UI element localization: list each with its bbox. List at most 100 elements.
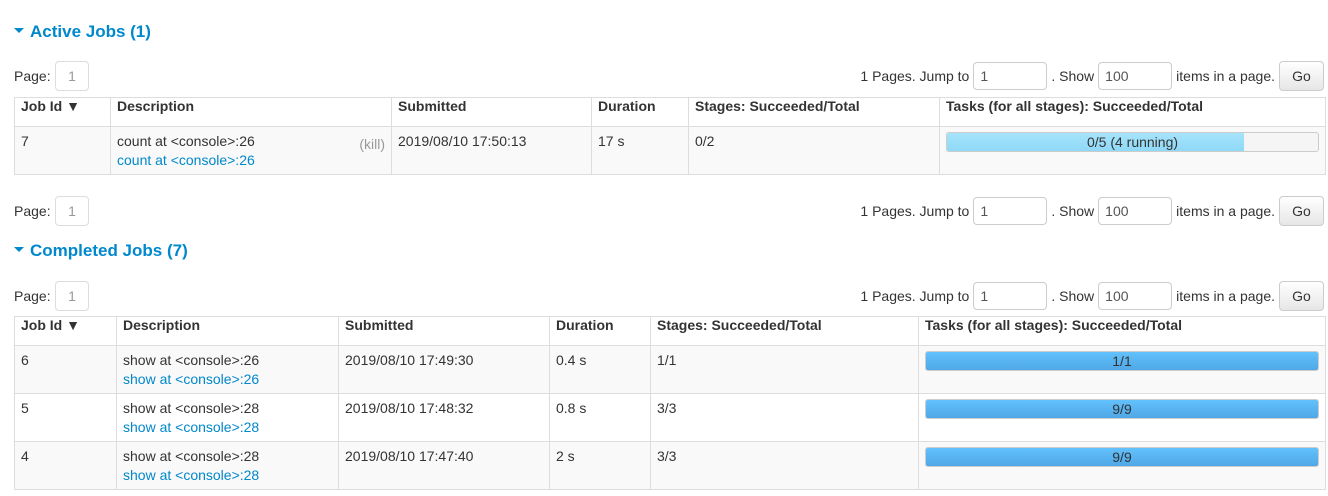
job-id: 6 bbox=[14, 345, 117, 394]
tasks-cell: 9/9 bbox=[918, 393, 1326, 442]
submitted-time: 2019/08/10 17:49:30 bbox=[338, 345, 550, 394]
page-controls: 1 Pages. Jump to . Show items in a page.… bbox=[860, 196, 1324, 226]
column-header[interactable]: Submitted bbox=[391, 97, 592, 127]
header-row: Job Id ▼ Description Submitted Duration Stag… bbox=[14, 316, 1326, 346]
stages-count: 3/3 bbox=[650, 441, 919, 490]
page-label: Page: bbox=[14, 288, 51, 304]
completed-jobs-table: Job Id ▼ Description Submitted Duration Stag… bbox=[14, 316, 1326, 490]
pages-text: 1 Pages. Jump to bbox=[860, 68, 970, 84]
kill-link[interactable]: (kill) bbox=[359, 136, 385, 152]
column-header[interactable]: Tasks (for all stages): Succeeded/Total bbox=[918, 316, 1326, 346]
active-jobs-header[interactable]: Active Jobs (1) bbox=[14, 22, 151, 42]
completed-pagination-top: Page: 1 1 Pages. Jump to . Show items in… bbox=[14, 281, 1324, 311]
job-details-link[interactable]: show at <console>:26 bbox=[123, 371, 260, 387]
pages-text: 1 Pages. Jump to bbox=[860, 288, 970, 304]
job-details-link[interactable]: show at <console>:28 bbox=[123, 419, 260, 435]
items-text: items in a page. bbox=[1176, 288, 1275, 304]
duration: 0.8 s bbox=[549, 393, 651, 442]
column-header[interactable]: Stages: Succeeded/Total bbox=[650, 316, 919, 346]
succeeded-fill bbox=[926, 400, 1318, 418]
show-text: . Show bbox=[1051, 203, 1095, 219]
job-description: count at <console>:26 (kill) count at <c… bbox=[110, 126, 392, 175]
page-controls: 1 Pages. Jump to . Show items in a page.… bbox=[860, 281, 1324, 311]
job-details-link[interactable]: count at <console>:26 bbox=[117, 152, 255, 168]
running-fill bbox=[947, 133, 1244, 151]
job-description: show at <console>:28 show at <console>:2… bbox=[116, 393, 339, 442]
active-pagination-top: Page: 1 1 Pages. Jump to . Show items in… bbox=[14, 61, 1324, 91]
jump-to-page-input[interactable] bbox=[973, 282, 1048, 310]
section-title: Completed Jobs (7) bbox=[30, 241, 188, 260]
completed-jobs-header[interactable]: Completed Jobs (7) bbox=[14, 241, 188, 261]
job-id: 5 bbox=[14, 393, 117, 442]
column-header[interactable]: Duration bbox=[591, 97, 689, 127]
submitted-time: 2019/08/10 17:48:32 bbox=[338, 393, 550, 442]
column-header[interactable]: Description bbox=[116, 316, 339, 346]
stages-count: 0/2 bbox=[688, 126, 940, 175]
tasks-cell: 0/5 (4 running) bbox=[939, 126, 1326, 175]
tasks-progress-text: 0/5 (4 running) bbox=[1086, 134, 1179, 150]
job-row: 6 show at <console>:26 show at <console>… bbox=[14, 345, 1326, 394]
collapse-arrow-icon bbox=[14, 247, 24, 253]
page-controls: 1 Pages. Jump to . Show items in a page.… bbox=[860, 61, 1324, 91]
duration: 2 s bbox=[549, 441, 651, 490]
show-text: . Show bbox=[1051, 288, 1095, 304]
collapse-arrow-icon bbox=[14, 28, 24, 34]
items-text: items in a page. bbox=[1176, 68, 1275, 84]
column-header[interactable]: Job Id ▼ bbox=[14, 97, 111, 127]
tasks-progress-text: 9/9 bbox=[1112, 401, 1132, 417]
show-text: . Show bbox=[1051, 68, 1095, 84]
job-row: 5 show at <console>:28 show at <console>… bbox=[14, 393, 1326, 442]
description-text: show at <console>:28 bbox=[123, 448, 260, 464]
stages-count: 1/1 bbox=[650, 345, 919, 394]
tasks-cell: 9/9 bbox=[918, 441, 1326, 490]
jump-to-page-input[interactable] bbox=[973, 197, 1048, 225]
tasks-progress-bar: 0/5 (4 running) bbox=[946, 132, 1319, 152]
submitted-time: 2019/08/10 17:47:40 bbox=[338, 441, 550, 490]
page-size-input[interactable] bbox=[1098, 62, 1173, 90]
column-header[interactable]: Description bbox=[110, 97, 392, 127]
job-details-link[interactable]: show at <console>:28 bbox=[123, 467, 260, 483]
page-1-button[interactable]: 1 bbox=[55, 196, 89, 226]
page-label: Page: bbox=[14, 203, 51, 219]
header-row: Job Id ▼ Description Submitted Duration Stag… bbox=[14, 97, 1326, 127]
items-text: items in a page. bbox=[1176, 203, 1275, 219]
job-id: 7 bbox=[14, 126, 111, 175]
tasks-progress-bar: 1/1 bbox=[925, 351, 1319, 371]
description-text: show at <console>:28 bbox=[123, 400, 260, 416]
tasks-progress-text: 9/9 bbox=[1112, 449, 1132, 465]
job-description: show at <console>:26 show at <console>:2… bbox=[116, 345, 339, 394]
tasks-progress-bar: 9/9 bbox=[925, 399, 1319, 419]
jump-to-page-input[interactable] bbox=[973, 62, 1048, 90]
submitted-time: 2019/08/10 17:50:13 bbox=[391, 126, 592, 175]
description-text: count at <console>:26 bbox=[117, 133, 255, 149]
tasks-progress-text: 1/1 bbox=[1112, 353, 1132, 369]
page-size-input[interactable] bbox=[1098, 282, 1173, 310]
active-jobs-table: Job Id ▼ Description Submitted Duration Stag… bbox=[14, 97, 1326, 175]
page-1-button[interactable]: 1 bbox=[55, 281, 89, 311]
job-row: 4 show at <console>:28 show at <console>… bbox=[14, 441, 1326, 490]
go-button[interactable]: Go bbox=[1279, 61, 1324, 91]
column-header[interactable]: Job Id ▼ bbox=[14, 316, 117, 346]
column-header[interactable]: Tasks (for all stages): Succeeded/Total bbox=[939, 97, 1326, 127]
page-label: Page: bbox=[14, 68, 51, 84]
column-header[interactable]: Submitted bbox=[338, 316, 550, 346]
column-header[interactable]: Stages: Succeeded/Total bbox=[688, 97, 940, 127]
column-header[interactable]: Duration bbox=[549, 316, 651, 346]
tasks-progress-bar: 9/9 bbox=[925, 447, 1319, 467]
tasks-cell: 1/1 bbox=[918, 345, 1326, 394]
page-1-button[interactable]: 1 bbox=[55, 61, 89, 91]
succeeded-fill bbox=[926, 352, 1318, 370]
stages-count: 3/3 bbox=[650, 393, 919, 442]
section-title: Active Jobs (1) bbox=[30, 22, 151, 41]
job-description: show at <console>:28 show at <console>:2… bbox=[116, 441, 339, 490]
description-text: show at <console>:26 bbox=[123, 352, 260, 368]
duration: 17 s bbox=[591, 126, 689, 175]
job-id: 4 bbox=[14, 441, 117, 490]
go-button[interactable]: Go bbox=[1279, 281, 1324, 311]
go-button[interactable]: Go bbox=[1279, 196, 1324, 226]
job-row: 7 count at <console>:26 (kill) count at … bbox=[14, 126, 1326, 175]
succeeded-fill bbox=[926, 448, 1318, 466]
pages-text: 1 Pages. Jump to bbox=[860, 203, 970, 219]
page-size-input[interactable] bbox=[1098, 197, 1173, 225]
active-pagination-bottom: Page: 1 1 Pages. Jump to . Show items in… bbox=[14, 196, 1324, 226]
